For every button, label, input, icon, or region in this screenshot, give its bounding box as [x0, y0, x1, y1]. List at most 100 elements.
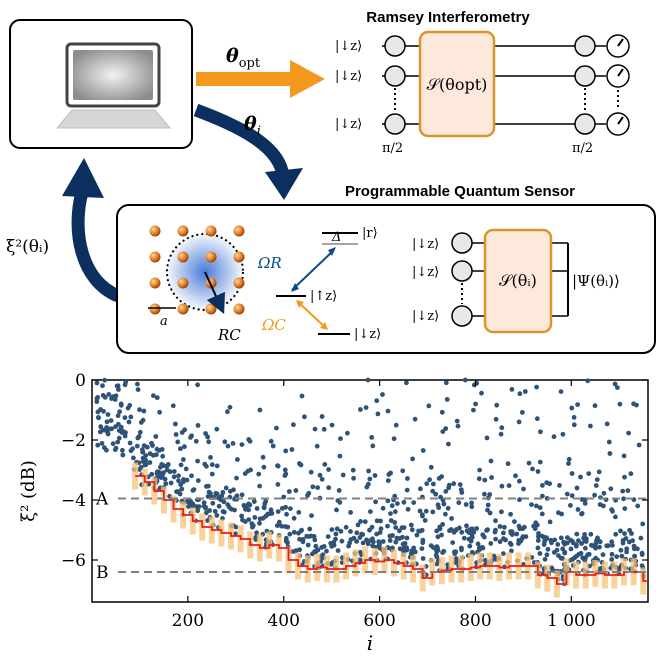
scatter-point [396, 536, 402, 541]
scatter-point [368, 509, 373, 514]
scatter-point [540, 483, 545, 488]
scatter-point [446, 441, 451, 447]
scatter-point [422, 518, 428, 523]
scatter-point [334, 507, 339, 513]
scatter-point [216, 503, 222, 509]
scatter-point [635, 503, 641, 509]
scatter-point [385, 498, 391, 504]
scatter-point [537, 459, 543, 465]
scatter-point [439, 474, 444, 479]
scatter-point [464, 523, 469, 529]
scatter-point [94, 380, 100, 386]
scatter-point [537, 505, 543, 511]
scatter-point [388, 511, 393, 516]
scatter-point [417, 508, 423, 514]
scatter-point [454, 418, 460, 424]
svg-text:|↓z⟩: |↓z⟩ [335, 39, 362, 54]
scatter-point [291, 529, 297, 535]
scatter-point [580, 555, 586, 561]
scatter-point [569, 493, 575, 499]
scatter-point [378, 526, 384, 532]
scatter-point [326, 485, 332, 491]
scatter-point [526, 460, 532, 466]
scatter-point [104, 419, 110, 425]
scatter-point [250, 523, 256, 528]
scatter-point [467, 543, 473, 549]
scatter-point [418, 486, 423, 492]
scatter-point [165, 462, 171, 467]
scatter-point [609, 557, 615, 562]
scatter-point [122, 382, 128, 388]
scatter-point [473, 401, 478, 407]
scatter-point [207, 508, 213, 513]
scatter-point [315, 485, 320, 490]
scatter-point [423, 508, 429, 514]
scatter-point [529, 502, 534, 507]
scatter-point [216, 495, 221, 501]
scatter-point [582, 501, 588, 506]
scatter-point [607, 451, 613, 456]
scatter-point [190, 488, 196, 493]
scatter-point [350, 467, 356, 473]
scatter-point [615, 385, 620, 390]
scatter-point [404, 487, 410, 493]
scatter-point [138, 420, 144, 425]
scatter-point [179, 430, 185, 435]
y-axis-label: ξ² (dB) [18, 460, 39, 522]
scatter-point [311, 534, 317, 539]
scatter-point [484, 528, 489, 533]
scatter-point [163, 481, 169, 487]
scatter-point [446, 485, 452, 491]
ramsey-circuit: |↓z⟩ |↓z⟩ |↓z⟩ 𝒮(θopt) π/2 π/2 [335, 30, 630, 156]
scatter-point [275, 509, 281, 514]
scatter-point [206, 483, 211, 489]
scatter-point [605, 543, 611, 549]
scatter-point [229, 506, 234, 512]
scatter-point [94, 396, 100, 401]
scatter-point [439, 409, 445, 415]
svg-text:ΩR: ΩR [257, 254, 282, 272]
svg-text:π/2: π/2 [572, 141, 593, 156]
scatter-point [370, 536, 375, 542]
scatter-point [247, 438, 253, 444]
scatter-point [409, 527, 415, 533]
scatter-point [508, 542, 514, 547]
scatter-point [122, 415, 128, 421]
scatter-point [459, 529, 465, 535]
scatter-point [312, 426, 318, 432]
scatter-point [435, 534, 441, 540]
scatter-point [158, 471, 164, 476]
scatter-point [378, 518, 383, 524]
scatter-point [639, 550, 645, 556]
scatter-point [158, 464, 163, 470]
scatter-point [105, 429, 110, 435]
scatter-point [565, 535, 570, 540]
scatter-point [509, 548, 514, 554]
theta-i-arrow [193, 103, 290, 178]
scatter-point [234, 493, 240, 499]
scatter-point [154, 471, 160, 476]
scatter-point [586, 471, 592, 476]
scatter-point [592, 403, 598, 409]
scatter-point [168, 480, 174, 486]
scatter-point [345, 430, 350, 436]
scatter-point [212, 508, 218, 514]
scatter-point [104, 425, 109, 430]
svg-text:|↓z⟩: |↓z⟩ [412, 265, 439, 280]
scatter-point [622, 506, 628, 511]
xi-arrowhead [62, 158, 104, 198]
scatter-point [230, 441, 236, 446]
x-tick-label: 1 000 [547, 611, 596, 631]
x-axis-label: i [367, 631, 373, 655]
scatter-point [206, 489, 212, 495]
scatter-point [181, 477, 186, 482]
scatter-point [343, 524, 349, 530]
scatter-point [257, 407, 263, 413]
scatter-point [288, 506, 293, 511]
scatter-point [195, 423, 201, 428]
scatter-point [374, 531, 380, 537]
scatter-point [261, 505, 267, 511]
atom [149, 225, 161, 237]
scatter-point [578, 474, 583, 480]
